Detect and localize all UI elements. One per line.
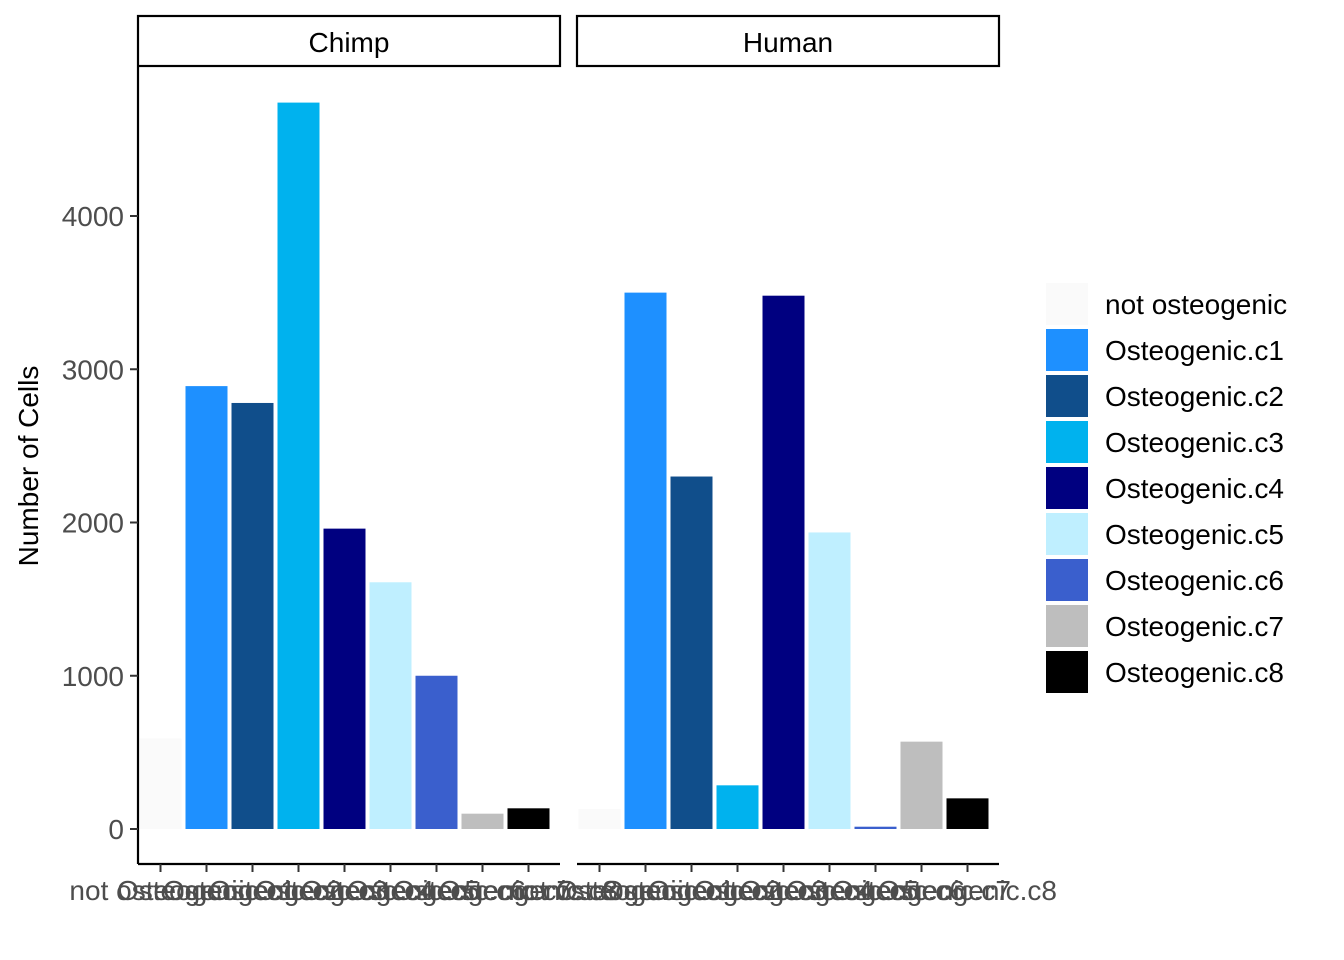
x-tick-label-human-2: Osteogenic.c2 — [602, 875, 781, 906]
y-tick-label-2: 2000 — [62, 508, 124, 539]
bar-chimp-4 — [323, 528, 366, 829]
legend-key-2 — [1046, 375, 1088, 417]
x-tick-label-human-8: Osteogenic.c8 — [878, 875, 1057, 906]
x-tick-label-chimp-4: Osteogenic.c4 — [255, 875, 434, 906]
facet-strip-human — [575, 14, 1001, 68]
bar-chimp-8 — [507, 808, 550, 829]
y-axis-title: Number of Cells — [13, 366, 44, 567]
x-tick-label-human-6: Osteogenic.c6 — [786, 875, 965, 906]
bar-chimp-0 — [139, 738, 182, 829]
y-axis: 0 1000 2000 3000 4000 — [62, 67, 140, 864]
bar-human-1 — [624, 292, 667, 829]
legend-key-8 — [1046, 651, 1088, 693]
x-tick-label-chimp-6: Osteogenic.c6 — [347, 875, 526, 906]
bar-chimp-6 — [415, 675, 458, 829]
bar-human-8 — [946, 798, 989, 829]
x-tick-label-human-1: Osteogenic.c1 — [556, 875, 735, 906]
x-tick-label-chimp-2: Osteogenic.c2 — [163, 875, 342, 906]
legend-key-4 — [1046, 467, 1088, 509]
bar-chimp-5 — [369, 582, 412, 829]
x-tick-label-human-0: not osteogenic — [508, 875, 690, 906]
legend-label-3: Osteogenic.c3 — [1105, 427, 1284, 458]
y-tick-label-4: 4000 — [62, 201, 124, 232]
legend-label-1: Osteogenic.c1 — [1105, 335, 1284, 366]
bar-chimp-2 — [231, 402, 274, 829]
legend-label-7: Osteogenic.c7 — [1105, 611, 1284, 642]
x-tick-label-chimp-8: Osteogenic.c8 — [439, 875, 618, 906]
legend-key-5 — [1046, 513, 1088, 555]
x-tick-label-human-3: Osteogenic.c3 — [648, 875, 827, 906]
bar-human-4 — [762, 295, 805, 829]
bar-human-5 — [808, 532, 851, 829]
legend: not osteogenic Osteogenic.c1 Osteogenic.c2… — [1046, 283, 1287, 693]
facet-strip-label-human: Human — [743, 27, 833, 58]
legend-label-2: Osteogenic.c2 — [1105, 381, 1284, 412]
legend-label-8: Osteogenic.c8 — [1105, 657, 1284, 688]
x-tick-label-human-7: Osteogenic.c7 — [832, 875, 1011, 906]
x-tick-label-human-5: Osteogenic.c5 — [740, 875, 919, 906]
y-tick-label-1: 1000 — [62, 661, 124, 692]
x-tick-label-chimp-1: Osteogenic.c1 — [117, 875, 296, 906]
legend-key-3 — [1046, 421, 1088, 463]
legend-key-6 — [1046, 559, 1088, 601]
bar-human-2 — [670, 476, 713, 829]
facet-strip-label-chimp: Chimp — [309, 27, 390, 58]
bar-human-7 — [900, 741, 943, 829]
legend-label-5: Osteogenic.c5 — [1105, 519, 1284, 550]
x-tick-label-chimp-7: Osteogenic.c7 — [393, 875, 572, 906]
y-tick-label-3: 3000 — [62, 354, 124, 385]
x-tick-label-chimp-3: Osteogenic.c3 — [209, 875, 388, 906]
legend-key-0 — [1046, 283, 1088, 325]
x-tick-label-chimp-5: Osteogenic.c5 — [301, 875, 480, 906]
facet-strip-chimp — [136, 14, 562, 68]
legend-label-0: not osteogenic — [1105, 289, 1287, 320]
legend-key-1 — [1046, 329, 1088, 371]
y-tick-label-0: 0 — [108, 814, 124, 845]
legend-key-7 — [1046, 605, 1088, 647]
bar-human-0 — [578, 809, 621, 829]
bar-human-3 — [716, 785, 759, 829]
legend-label-4: Osteogenic.c4 — [1105, 473, 1284, 504]
bar-chimp-1 — [185, 386, 228, 829]
bar-chimp-3 — [277, 102, 320, 830]
bar-human-6 — [854, 826, 897, 829]
bar-chimp-7 — [461, 813, 504, 829]
x-tick-label-chimp-0: not osteogenic — [69, 875, 251, 906]
legend-label-6: Osteogenic.c6 — [1105, 565, 1284, 596]
x-tick-label-human-4: Osteogenic.c4 — [694, 875, 873, 906]
